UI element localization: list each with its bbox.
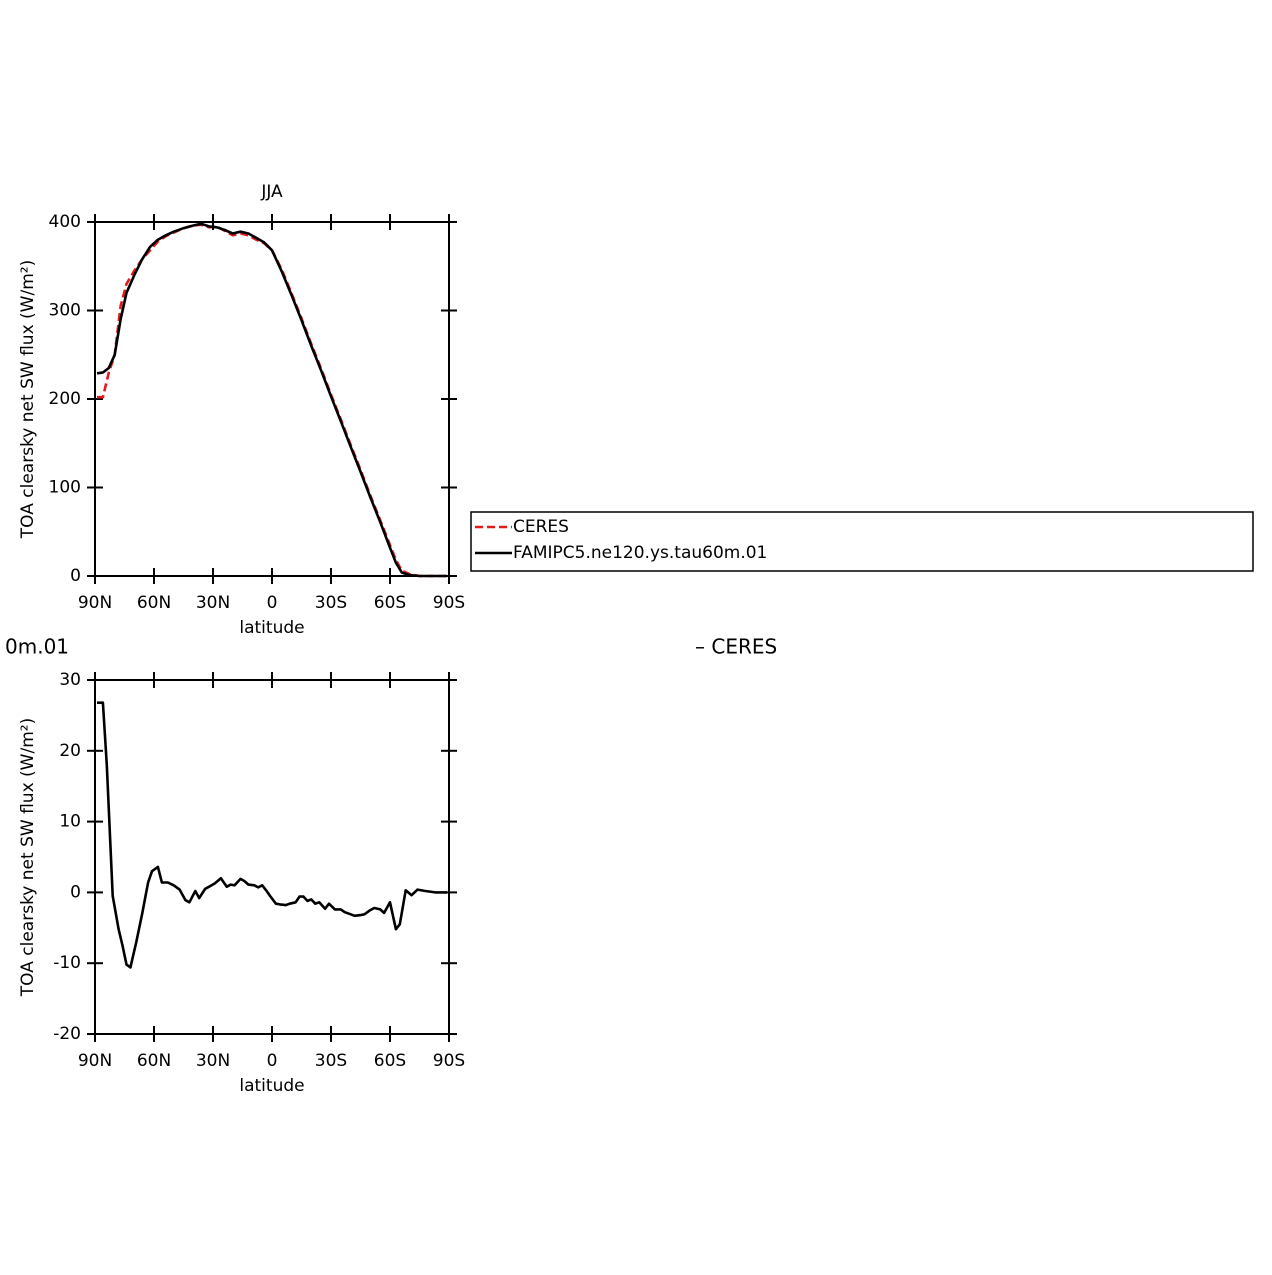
- y-tick-label: 300: [49, 301, 81, 321]
- y-tick-label: 0: [70, 566, 81, 586]
- x-tick-label: 30N: [196, 593, 230, 613]
- y-axis-label: TOA clearsky net SW flux (W/m²): [18, 260, 38, 539]
- plot-frame: [94, 679, 450, 1035]
- x-tick-label: 60N: [137, 1051, 171, 1071]
- x-tick-label: 90S: [433, 1051, 465, 1071]
- x-tick-label: 30S: [315, 1051, 347, 1071]
- x-tick-label: 60N: [137, 593, 171, 613]
- chart-title-right: – CERES: [695, 635, 777, 659]
- y-tick-label: -20: [53, 1024, 81, 1044]
- legend-label: FAMIPC5.ne120.ys.tau60m.01: [513, 543, 767, 563]
- x-tick-label: 30N: [196, 1051, 230, 1071]
- data-line: [96, 222, 447, 578]
- y-tick-label: 10: [59, 812, 81, 832]
- x-tick-label: 60S: [374, 593, 406, 613]
- x-tick-label: 90S: [433, 593, 465, 613]
- y-tick-label: -10: [53, 953, 81, 973]
- x-tick-label: 0: [267, 1051, 278, 1071]
- x-tick-label: 30S: [315, 593, 347, 613]
- x-axis-label: latitude: [239, 1076, 304, 1096]
- legend-box: [470, 511, 1254, 572]
- y-tick-label: 30: [59, 670, 81, 690]
- x-tick-label: 60S: [374, 1051, 406, 1071]
- x-axis-label: latitude: [239, 618, 304, 638]
- y-tick-label: 400: [49, 212, 81, 232]
- y-tick-label: 200: [49, 389, 81, 409]
- data-line: [97, 223, 447, 578]
- plot-frame: [94, 221, 450, 577]
- y-tick-label: 20: [59, 741, 81, 761]
- y-tick-label: 0: [70, 882, 81, 902]
- y-axis-label: TOA clearsky net SW flux (W/m²): [18, 718, 38, 997]
- x-tick-label: 90N: [78, 1051, 112, 1071]
- chart-title: JJA: [260, 182, 283, 202]
- y-tick-label: 100: [49, 478, 81, 498]
- x-tick-label: 0: [267, 593, 278, 613]
- x-tick-label: 90N: [78, 593, 112, 613]
- data-line: [97, 701, 447, 969]
- chart-title-left: 0m.01: [5, 635, 69, 659]
- legend-label: CERES: [513, 517, 569, 537]
